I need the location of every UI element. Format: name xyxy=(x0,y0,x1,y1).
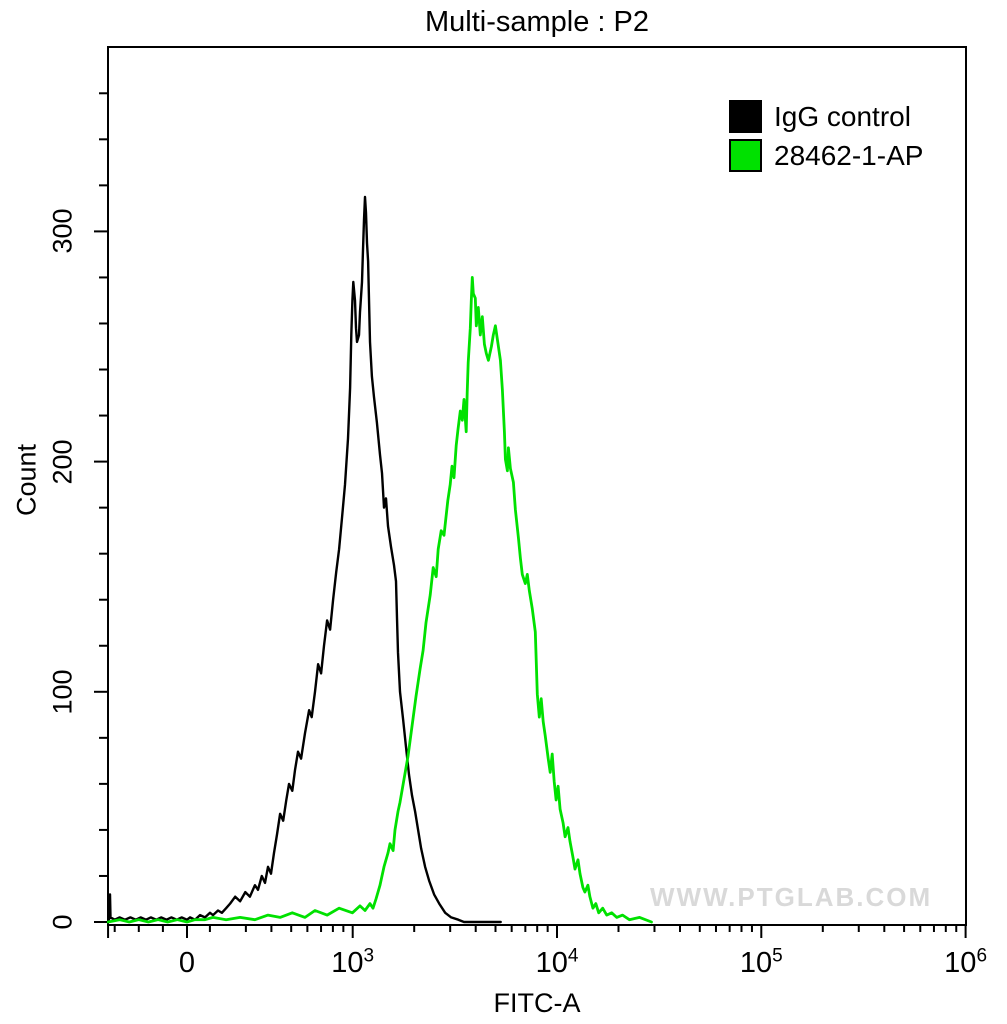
x-tick-exponent: 6 xyxy=(976,945,988,967)
watermark: WWW.PTGLAB.COM xyxy=(650,882,933,912)
histogram-curve-28462-1-ap xyxy=(107,275,653,924)
x-tick-exponent: 4 xyxy=(567,945,579,967)
x-tick-label-1e6: 106 xyxy=(944,945,988,980)
x-tick-base: 10 xyxy=(739,947,773,979)
legend-swatch-green xyxy=(729,139,762,172)
legend-label-28462-1-ap: 28462-1-AP xyxy=(774,140,924,171)
x-tick-label-1e4: 104 xyxy=(535,945,579,980)
x-tick-label-0: 0 xyxy=(179,947,195,980)
y-axis-title: Count xyxy=(11,443,42,517)
plot-frame xyxy=(107,46,967,926)
histogram-curve-igg-control xyxy=(107,195,502,924)
legend-label-igg-control: IgG control xyxy=(774,101,911,132)
legend: IgG control 28462-1-AP xyxy=(729,100,923,172)
x-tick-base: 10 xyxy=(944,947,977,979)
x-tick-exponent: 5 xyxy=(772,945,783,967)
x-tick-base: 10 xyxy=(535,947,568,979)
x-tick-text: 0 xyxy=(178,947,196,979)
x-axis-title: FITC-A xyxy=(493,988,581,1018)
x-tick-label-1e3: 103 xyxy=(331,945,375,980)
legend-swatch-black xyxy=(729,100,762,133)
x-tick-exponent: 3 xyxy=(363,945,375,967)
legend-item-28462-1-ap: 28462-1-AP xyxy=(729,139,923,172)
x-tick-label-1e5: 105 xyxy=(739,945,783,980)
y-tick-label-100: 100 xyxy=(47,669,78,715)
x-tick-base: 10 xyxy=(331,947,364,979)
y-tick-label-300: 300 xyxy=(47,208,78,254)
y-tick-label-0: 0 xyxy=(47,914,78,930)
chart-title: Multi-sample : P2 xyxy=(424,6,650,38)
legend-item-igg-control: IgG control xyxy=(729,100,923,133)
y-tick-label-200: 200 xyxy=(47,439,78,485)
